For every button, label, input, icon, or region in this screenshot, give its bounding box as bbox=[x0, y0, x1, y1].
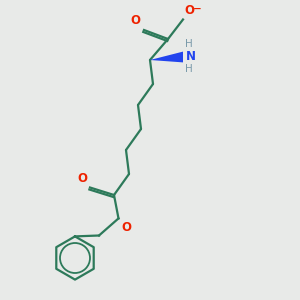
Text: −: − bbox=[193, 4, 201, 14]
Text: N: N bbox=[185, 50, 195, 63]
Text: O: O bbox=[122, 221, 131, 234]
Text: O: O bbox=[77, 172, 87, 185]
Polygon shape bbox=[150, 52, 183, 62]
Text: H: H bbox=[185, 64, 193, 74]
Text: H: H bbox=[185, 40, 193, 50]
Text: O: O bbox=[184, 4, 194, 17]
Text: O: O bbox=[130, 14, 140, 27]
